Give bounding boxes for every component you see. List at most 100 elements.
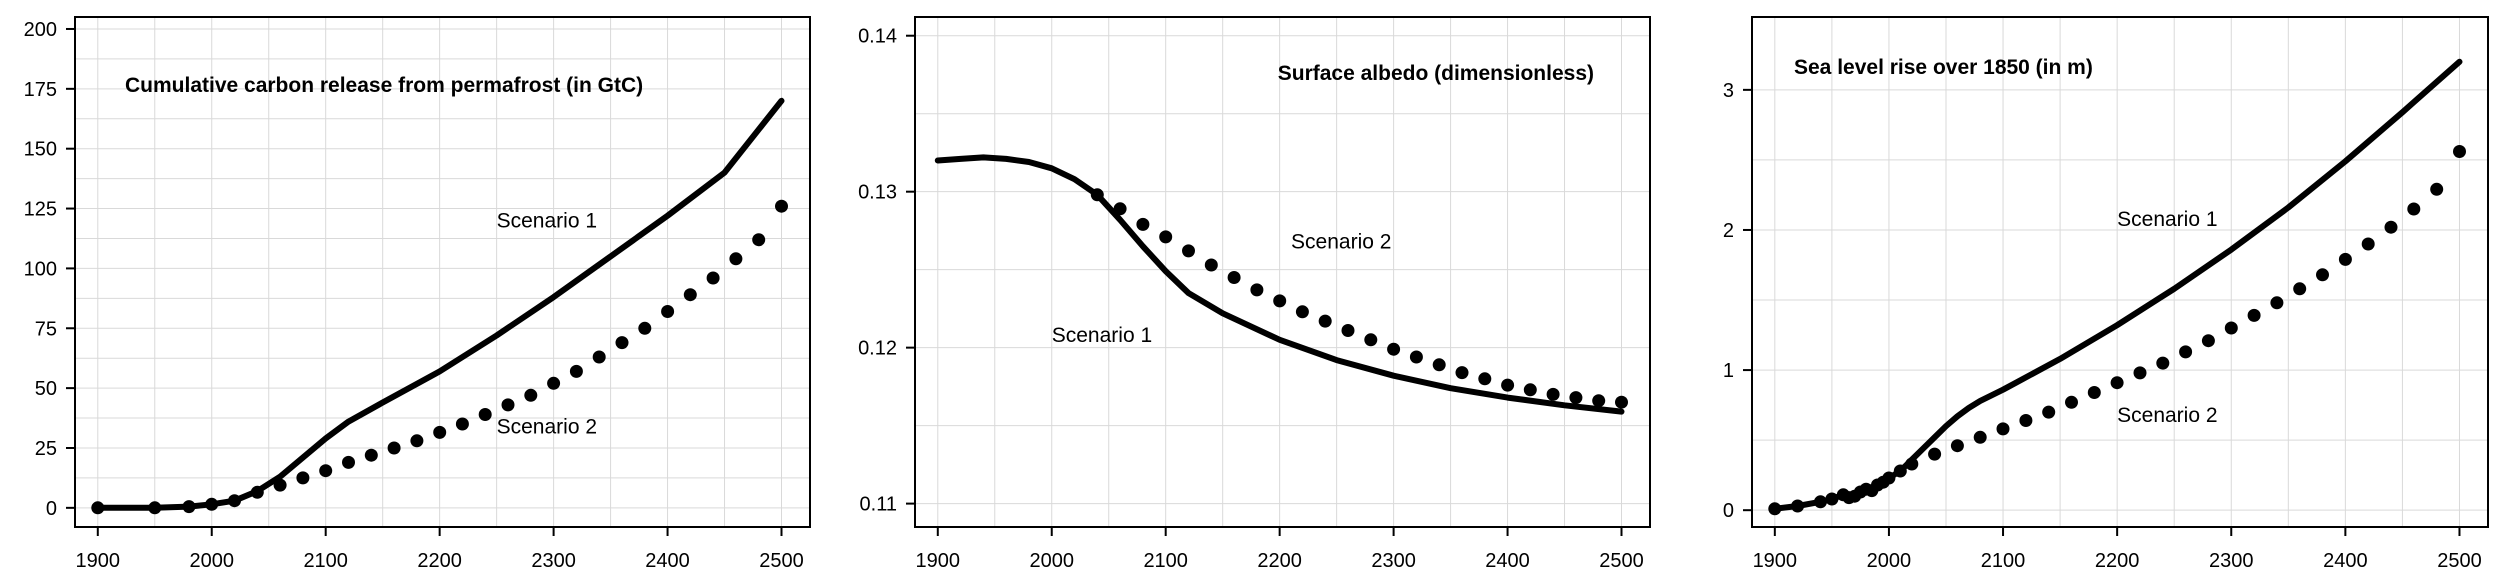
x-tick-label: 2000 <box>1867 550 1912 572</box>
plot-frame <box>1751 16 2489 528</box>
y-tick-label: 200 <box>24 19 57 41</box>
series-point-scenario-2 <box>478 408 492 421</box>
series-point-scenario-2 <box>592 350 606 364</box>
series-line-scenario-1 <box>934 154 1625 415</box>
series-point-scenario-2 <box>524 388 538 402</box>
series-point-scenario-2 <box>661 305 675 318</box>
series-point-scenario-2 <box>1950 439 1964 453</box>
series-point-scenario-2 <box>455 417 469 431</box>
series-point-scenario-2 <box>91 501 105 515</box>
series-point-scenario-2 <box>410 434 424 448</box>
gridlines <box>915 17 1650 527</box>
series-point-scenario-2 <box>387 441 401 455</box>
series-point-scenario-2 <box>2179 345 2193 359</box>
series-label-scenario-2: Scenario 2 <box>2117 404 2217 427</box>
series-point-scenario-2 <box>1592 394 1606 408</box>
x-tick-label: 1900 <box>76 550 121 572</box>
series-point-scenario-2 <box>2384 220 2398 234</box>
panel-permafrost-carbon: 1900 2000 2100 2200 2300 2400 2500 0 25 50 75 100 12… <box>24 16 811 572</box>
x-tick-label: 2300 <box>531 550 576 572</box>
x-tick-label: 2200 <box>2095 550 2140 572</box>
series-point-scenario-2 <box>2156 356 2170 370</box>
series-point-scenario-2 <box>433 425 447 439</box>
y-tick-label: 0.14 <box>858 26 897 48</box>
series-point-scenario-2 <box>1791 499 1805 513</box>
series-point-scenario-2 <box>2453 145 2466 158</box>
y-tick-label: 50 <box>35 378 57 400</box>
series-point-scenario-2 <box>1250 283 1264 297</box>
series-point-scenario-2 <box>1318 314 1332 328</box>
x-tick-label: 2400 <box>645 550 690 572</box>
series-point-scenario-2 <box>1159 230 1173 244</box>
series-label-scenario-1: Scenario 1 <box>1052 324 1152 347</box>
panel-surface-albedo: 1900 2000 2100 2200 2300 2400 2500 0.11 0.12 0.13… <box>858 16 1651 572</box>
y-tick-label: 0.13 <box>858 182 897 204</box>
x-tick-label: 2300 <box>1371 550 1416 572</box>
panel-title: Surface albedo (dimensionless) <box>1278 62 1594 85</box>
series-point-scenario-2 <box>364 448 378 462</box>
y-tick-label: 1 <box>1723 360 1734 382</box>
y-tick-label: 0.12 <box>858 338 897 360</box>
y-tick-label: 75 <box>35 318 57 340</box>
series-point-scenario-2 <box>319 464 333 478</box>
series-point-scenario-2 <box>2407 202 2421 216</box>
y-tick-label: 0 <box>1723 500 1734 522</box>
series-point-scenario-2 <box>1615 395 1628 409</box>
series-point-scenario-2 <box>1893 464 1907 478</box>
series-point-scenario-2 <box>1364 333 1378 347</box>
series-point-scenario-2 <box>1546 387 1560 401</box>
series-point-scenario-2 <box>1227 271 1241 284</box>
series-group <box>934 154 1628 415</box>
series-point-scenario-2 <box>2065 395 2078 409</box>
series-point-scenario-2 <box>1501 378 1515 392</box>
y-tick-label: 100 <box>24 258 57 280</box>
series-point-scenario-2 <box>205 497 219 511</box>
series-group <box>91 97 788 515</box>
x-tick-label: 2000 <box>189 550 234 572</box>
series-point-scenario-2 <box>638 321 652 335</box>
y-tick-label: 2 <box>1723 220 1734 242</box>
series-point-scenario-2 <box>228 494 241 508</box>
series-point-scenario-2 <box>729 252 743 266</box>
series-point-scenario-2 <box>1204 258 1218 272</box>
series-point-scenario-2 <box>1478 372 1492 386</box>
series-point-scenario-2 <box>148 501 162 515</box>
series-point-scenario-2 <box>1455 366 1469 380</box>
series-point-scenario-2 <box>273 478 287 492</box>
gridlines <box>1752 17 2488 527</box>
y-tick-label: 175 <box>24 79 57 101</box>
series-label-scenario-1: Scenario 1 <box>497 210 597 233</box>
series-point-scenario-2 <box>1273 294 1287 308</box>
series-point-scenario-2 <box>2430 182 2444 196</box>
gridlines <box>75 17 810 527</box>
series-point-scenario-2 <box>1432 358 1446 372</box>
series-point-scenario-2 <box>1182 244 1195 258</box>
series-point-scenario-2 <box>182 500 196 514</box>
series-point-scenario-2 <box>615 336 629 350</box>
x-tick-label: 2200 <box>1257 550 1302 572</box>
y-tick-label: 25 <box>35 438 57 460</box>
series-point-scenario-2 <box>1090 188 1104 202</box>
x-tick-label: 2100 <box>1981 550 2026 572</box>
x-tick-label: 2100 <box>1143 550 1188 572</box>
series-point-scenario-2 <box>547 376 561 390</box>
series-point-scenario-2 <box>569 364 583 378</box>
panel-sea-level-rise: 1900 2000 2100 2200 2300 2400 2500 0 1 2 3 Sea lev… <box>1723 16 2489 572</box>
series-label-scenario-2: Scenario 2 <box>1291 231 1391 254</box>
plot-frame <box>74 16 811 528</box>
series-point-scenario-2 <box>1996 422 2010 436</box>
series-label-scenario-1: Scenario 1 <box>2117 208 2217 231</box>
panel-title: Cumulative carbon release from permafros… <box>125 74 643 97</box>
y-tick-label: 150 <box>24 139 57 161</box>
series-point-scenario-2 <box>1905 457 1919 471</box>
series-point-scenario-2 <box>2316 268 2329 282</box>
plot-frame <box>914 16 1651 528</box>
series-point-scenario-2 <box>2042 405 2056 419</box>
x-tick-label: 2200 <box>417 550 462 572</box>
series-point-scenario-2 <box>2110 376 2124 390</box>
y-tick-label: 0.11 <box>860 494 897 516</box>
series-point-scenario-2 <box>501 398 515 412</box>
x-tick-label: 2500 <box>1599 550 1644 572</box>
panel-title: Sea level rise over 1850 (in m) <box>1794 56 2093 79</box>
